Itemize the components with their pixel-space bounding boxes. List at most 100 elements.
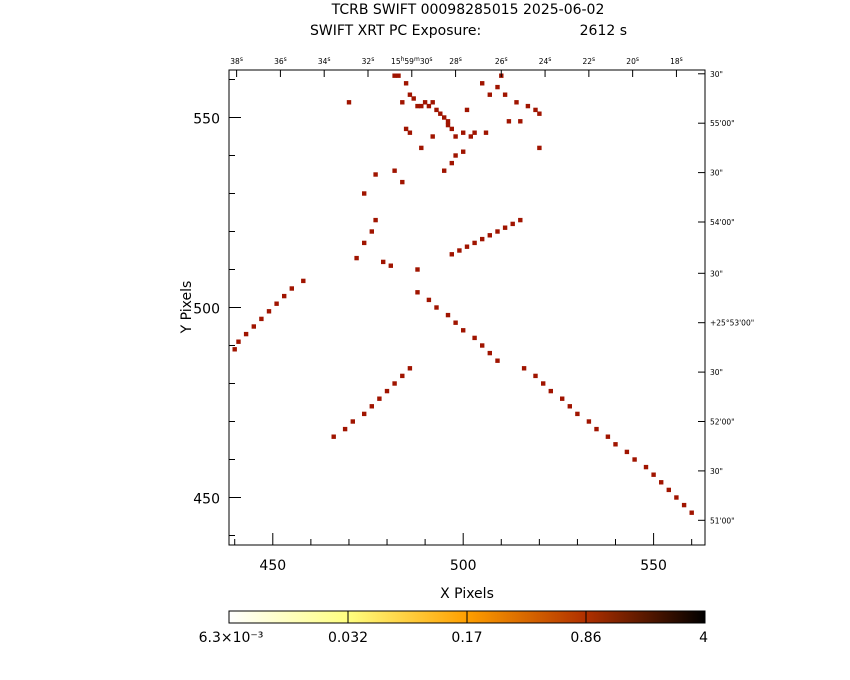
pixel-63 <box>236 339 241 344</box>
pixel-32 <box>495 84 500 90</box>
y-tick-label-550: 550 <box>193 112 220 128</box>
pixel-68 <box>445 312 451 318</box>
dec-tick-label-3: 54'00" <box>710 218 735 227</box>
ra-tick-label-8: 22s <box>583 56 596 67</box>
pixel-41 <box>518 119 523 124</box>
y-tick-label-450: 450 <box>193 492 220 508</box>
pixel-44 <box>468 134 473 139</box>
pixel-28 <box>453 134 458 139</box>
colorbar-label-2: 0.17 <box>451 630 482 646</box>
pixel-109 <box>480 236 485 242</box>
pixel-98 <box>643 464 649 470</box>
pixel-102 <box>674 495 679 500</box>
exposure-label: SWIFT XRT PC Exposure: <box>310 23 481 39</box>
pixel-59 <box>266 309 272 314</box>
pixel-95 <box>613 442 618 447</box>
ra-tick-label-9: 20s <box>626 56 639 67</box>
pixel-113 <box>510 221 515 227</box>
axis-ticks: 450 500 550 450 500 550 38s 36s 34s 32s 15h59m30s 2… <box>193 56 754 575</box>
pixel-80 <box>369 404 374 409</box>
pixel-87 <box>541 381 546 386</box>
ra-tick-label-10: 18s <box>670 56 683 67</box>
pixel-70 <box>461 328 466 333</box>
pixel-60 <box>259 316 264 322</box>
y-tick-label-500: 500 <box>193 302 220 318</box>
pixel-22 <box>438 111 443 116</box>
pixel-93 <box>594 426 599 432</box>
pixel-19 <box>426 103 432 109</box>
pixel-4 <box>464 107 470 113</box>
pixel-78 <box>384 388 390 394</box>
pixel-57 <box>282 293 287 299</box>
pixel-43 <box>472 130 477 135</box>
pixel-24 <box>445 119 451 124</box>
title-group: TCRB SWIFT 00098285015 2025-06-02 SWIFT … <box>310 2 627 39</box>
pixel-58 <box>274 301 279 306</box>
ra-tick-label-2: 34s <box>318 56 331 67</box>
pixel-5 <box>415 267 420 272</box>
pixel-75 <box>407 366 413 371</box>
pixel-62 <box>243 331 249 337</box>
colorbar: 6.3×10⁻³ 0.032 0.17 0.86 4 <box>199 610 708 646</box>
ra-tick-label-0: 38s <box>230 56 243 67</box>
dec-tick-label-1: 55'00" <box>710 119 735 128</box>
pixel-84 <box>331 434 336 439</box>
pixel-13 <box>403 81 409 86</box>
pixel-96 <box>624 449 630 455</box>
pixel-14 <box>407 92 413 97</box>
pixel-20 <box>430 100 435 105</box>
pixel-2 <box>407 130 413 135</box>
pixel-31 <box>487 92 492 97</box>
pixel-15 <box>411 96 416 101</box>
pixel-66 <box>426 297 432 303</box>
pixel-1 <box>403 126 409 132</box>
pixel-52 <box>354 255 359 261</box>
pixel-21 <box>434 107 439 113</box>
pixel-30 <box>480 81 485 86</box>
pixel-7 <box>400 179 405 185</box>
dec-tick-label-4: 30" <box>710 269 723 278</box>
pixel-45 <box>461 149 466 154</box>
colorbar-label-3: 0.86 <box>570 630 601 646</box>
pixel-111 <box>495 229 500 234</box>
pixel-107 <box>464 244 470 249</box>
pixel-23 <box>442 115 447 120</box>
pixel-108 <box>472 240 477 246</box>
pixel-26 <box>449 126 454 132</box>
pixel-39 <box>537 145 542 151</box>
pixel-38 <box>537 111 542 116</box>
colorbar-label-1: 0.032 <box>328 630 368 646</box>
ra-tick-label-4: 15h59m30s <box>391 56 432 67</box>
pixel-73 <box>487 350 492 356</box>
pixel-0 <box>419 145 424 151</box>
ra-tick-label-5: 28s <box>449 56 462 67</box>
pixel-74 <box>495 358 500 363</box>
pixel-83 <box>342 426 348 432</box>
pixel-94 <box>605 434 611 439</box>
pixel-29 <box>461 130 466 135</box>
pixel-11 <box>392 73 397 78</box>
pixel-36 <box>525 103 531 109</box>
pixel-105 <box>449 252 454 257</box>
pixel-97 <box>632 457 637 462</box>
pixel-106 <box>457 248 462 253</box>
pixel-8 <box>373 172 378 177</box>
ra-tick-label-7: 24s <box>539 56 552 67</box>
exposure-value: 2612 s <box>580 23 627 39</box>
pixel-71 <box>472 335 477 341</box>
pixel-40 <box>506 119 512 124</box>
pixel-77 <box>392 381 397 386</box>
pixel-49 <box>373 217 378 223</box>
pixel-65 <box>415 290 420 295</box>
pixel-114 <box>518 217 523 223</box>
pixel-37 <box>533 107 538 113</box>
y-axis-label: Y Pixels <box>179 281 195 335</box>
pixel-34 <box>502 92 508 97</box>
x-tick-label-500: 500 <box>450 558 477 574</box>
dec-tick-label-9: 51'00" <box>710 516 735 525</box>
source-pixels <box>232 73 694 515</box>
x-tick-label-550: 550 <box>640 558 667 574</box>
pixel-6 <box>392 168 397 173</box>
pixel-112 <box>502 225 508 230</box>
